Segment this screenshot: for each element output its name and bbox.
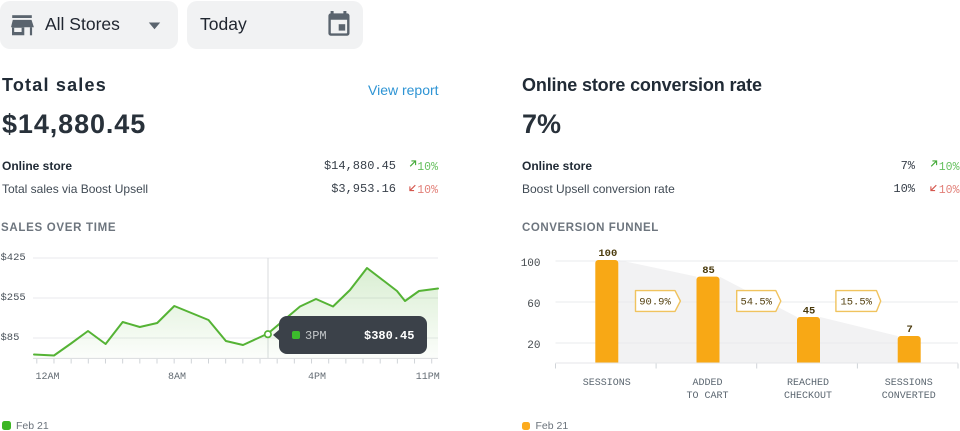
svg-text:100: 100: [598, 248, 617, 260]
svg-text:90.9%: 90.9%: [639, 297, 671, 309]
svg-text:7: 7: [907, 324, 913, 336]
svg-text:CONVERTED: CONVERTED: [882, 391, 936, 402]
svg-text:60: 60: [527, 299, 540, 311]
svg-text:85: 85: [702, 265, 715, 277]
svg-text:45: 45: [803, 306, 816, 318]
svg-text:ADDED: ADDED: [692, 378, 722, 389]
svg-text:TO CART: TO CART: [686, 391, 728, 402]
svg-text:100: 100: [521, 258, 541, 270]
svg-text:SESSIONS: SESSIONS: [885, 378, 933, 389]
svg-text:SESSIONS: SESSIONS: [583, 378, 631, 389]
svg-text:54.5%: 54.5%: [740, 297, 772, 309]
svg-text:REACHED: REACHED: [787, 378, 829, 389]
svg-text:20: 20: [527, 340, 540, 352]
svg-text:15.5%: 15.5%: [840, 297, 872, 309]
svg-text:CHECKOUT: CHECKOUT: [784, 391, 832, 402]
